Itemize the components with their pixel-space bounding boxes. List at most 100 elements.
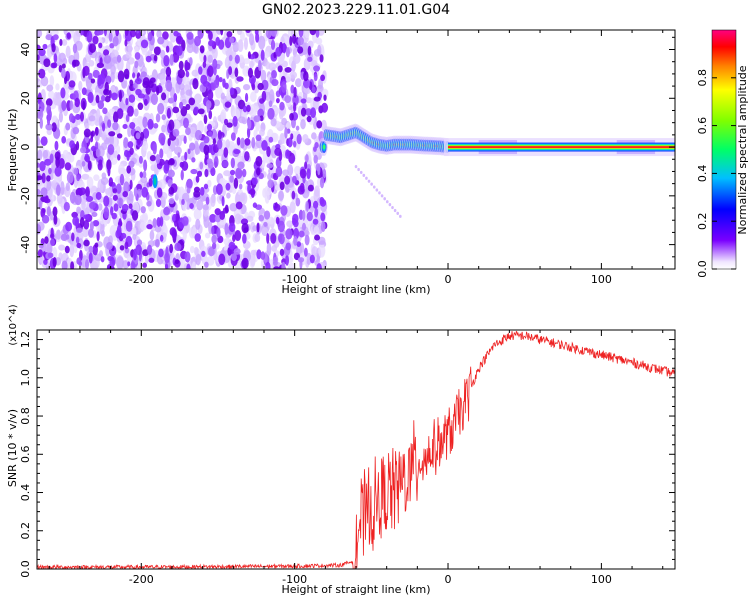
spectrogram-noise-cell bbox=[81, 198, 86, 211]
spectrogram-noise-cell bbox=[164, 263, 169, 269]
spectrogram-noise-cell bbox=[187, 148, 191, 155]
spectrogram-noise-cell bbox=[214, 208, 221, 216]
spectrogram-noise-cell bbox=[312, 218, 319, 225]
spectrogram-noise-cell bbox=[135, 132, 141, 140]
spectrogram-noise-cell bbox=[68, 153, 75, 163]
spectrogram-noise-cell bbox=[74, 97, 81, 108]
spectrogram-noise-cell bbox=[113, 203, 119, 212]
spectrogram-noise-cell bbox=[313, 48, 322, 57]
spectrogram-noise-cell bbox=[261, 140, 268, 151]
spectrogram-noise-cell bbox=[284, 66, 292, 73]
spectrogram-noise-cell bbox=[250, 91, 257, 103]
spectrogram-noise-cell bbox=[232, 115, 238, 127]
spectrogram-noise-cell bbox=[157, 102, 165, 115]
spectrogram-noise-cell bbox=[138, 155, 143, 164]
spectrogram-noise-cell bbox=[153, 54, 158, 62]
spectrogram-noise-cell bbox=[127, 141, 134, 149]
spectrogram-noise-cell bbox=[234, 213, 242, 225]
spectrogram-noise-cell bbox=[192, 78, 199, 90]
spectrogram-noise-cell bbox=[69, 191, 76, 204]
spectrogram-noise-cell bbox=[237, 39, 244, 52]
spectrogram-noise-cell bbox=[73, 168, 79, 175]
snr-ytick-label: 0.8 bbox=[19, 407, 32, 425]
spectrogram-noise-cell bbox=[320, 221, 326, 233]
spectrogram-noise-cell bbox=[109, 42, 115, 49]
spectrogram-streak bbox=[372, 185, 376, 189]
spectrogram-noise-cell bbox=[290, 61, 297, 71]
spectrogram-noise-cell bbox=[58, 157, 65, 169]
spectrogram-noise-cell bbox=[159, 234, 164, 242]
spectrogram-noise-cell bbox=[103, 195, 110, 207]
spectrogram-streak bbox=[383, 197, 386, 201]
spectrogram-noise-cell bbox=[310, 107, 317, 119]
spectrogram-noise-cell bbox=[85, 259, 90, 269]
spectrogram-noise-cell bbox=[194, 35, 201, 47]
spectrogram-noise-cell bbox=[106, 242, 113, 250]
spectrogram-noise-cell bbox=[316, 120, 323, 129]
spectrogram-noise-cell bbox=[257, 108, 265, 118]
spectrogram-noise-cell bbox=[76, 206, 82, 214]
spectrogram-noise-cell bbox=[248, 33, 255, 46]
spectrogram-noise-cell bbox=[275, 46, 282, 57]
spectrogram-noise-cell bbox=[275, 216, 280, 225]
spectrogram-noise-cell bbox=[290, 84, 295, 94]
spectrogram-noise-cell bbox=[121, 203, 129, 212]
spectrogram-noise-cell bbox=[128, 193, 134, 202]
spectrogram-noise-cell bbox=[169, 54, 174, 66]
spectrogram-noise-cell bbox=[292, 53, 301, 64]
spectrogram-noise-cell bbox=[146, 224, 153, 230]
spectrogram-noise-cell bbox=[226, 192, 231, 199]
spectrogram-noise-cell bbox=[263, 210, 271, 220]
spectrogram-noise-cell bbox=[84, 153, 90, 163]
spectrogram-noise-cell bbox=[122, 123, 128, 130]
spectrogram-noise-cell bbox=[175, 137, 180, 147]
spectrogram-noise-cell bbox=[39, 161, 46, 172]
spectrogram-noise-cell bbox=[314, 234, 321, 241]
spectrogram-noise-cell bbox=[66, 171, 74, 184]
spectrogram-noise-cell bbox=[298, 230, 305, 238]
spectrogram-noise-cell bbox=[58, 244, 66, 251]
spectrogram-noise-cell bbox=[193, 106, 199, 115]
spectrogram-noise-cell bbox=[186, 187, 191, 194]
spectrogram-noise-cell bbox=[189, 202, 194, 210]
spectrogram-noise-cell bbox=[311, 132, 317, 140]
spectrogram-noise-cell bbox=[163, 163, 170, 174]
spectrogram-noise-cell bbox=[103, 49, 110, 56]
spectrogram-noise-cell bbox=[213, 66, 217, 76]
spectrogram-noise-cell bbox=[142, 116, 148, 128]
spectrogram-noise-cell bbox=[238, 54, 244, 64]
spectrogram-noise-cell bbox=[38, 48, 46, 57]
spectrogram-noise-cell bbox=[76, 242, 82, 249]
spectrogram-noise-cell bbox=[116, 108, 124, 120]
spectrogram-noise-cell bbox=[273, 266, 280, 269]
spectrogram-noise-cell bbox=[75, 236, 80, 244]
spectrogram-noise-cell bbox=[183, 135, 187, 144]
spectrogram-noise-cell bbox=[241, 257, 249, 269]
spectrogram-noise-cell bbox=[118, 218, 122, 227]
spectrogram-noise-cell bbox=[111, 92, 118, 101]
spectrogram-noise-cell bbox=[177, 68, 185, 79]
snr-xtick-label: 0 bbox=[445, 573, 452, 586]
spectrogram-noise-cell bbox=[78, 187, 86, 196]
spectrogram-noise-cell bbox=[206, 179, 212, 188]
snr-xlabel: Height of straight line (km) bbox=[281, 583, 430, 596]
spectrogram-streak bbox=[367, 179, 371, 183]
snr-ylabel: SNR (10 * v/v) bbox=[6, 409, 19, 487]
spectrogram-noise-cell bbox=[186, 32, 194, 40]
spectrogram-noise-cell bbox=[50, 238, 55, 247]
spectrogram-noise-cell bbox=[52, 247, 58, 260]
spectrogram-streak bbox=[370, 182, 373, 186]
spectrogram-noise-cell bbox=[279, 248, 285, 257]
spectrogram-noise-cell bbox=[99, 57, 103, 66]
spectrogram-noise-cell bbox=[95, 191, 102, 200]
spectrogram-noise-cell bbox=[269, 89, 275, 103]
spectrogram-noise-cell bbox=[159, 73, 167, 85]
spectrogram-noise-cell bbox=[241, 222, 249, 234]
spectrogram-noise-cell bbox=[82, 65, 90, 76]
spectrogram-noise-cell bbox=[191, 69, 199, 77]
spectrogram-noise-cell bbox=[97, 203, 103, 211]
spectrogram-noise-cell bbox=[116, 256, 124, 269]
spectrogram-noise-cell bbox=[103, 30, 107, 37]
spectrogram-noise-cell bbox=[128, 41, 133, 56]
